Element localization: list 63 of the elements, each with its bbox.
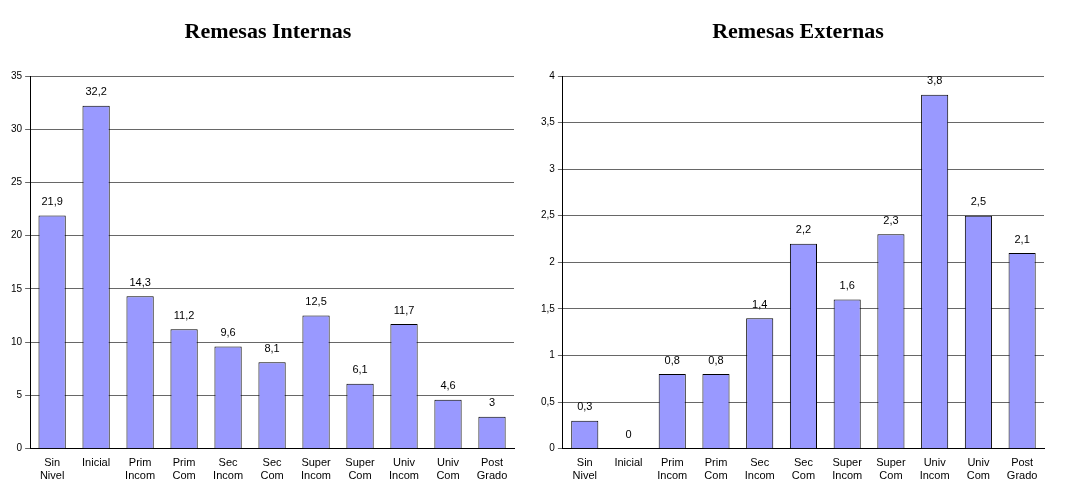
y-tick-label: 25: [11, 176, 23, 188]
y-tick-label: 1: [549, 349, 556, 361]
x-tick-label: Prim Com: [704, 456, 728, 482]
data-label: 0,8: [664, 353, 680, 366]
data-label: 0: [625, 428, 632, 441]
data-label: 6,1: [352, 363, 368, 376]
y-tick-label: 1,5: [541, 302, 556, 314]
y-tick-label: 35: [11, 69, 23, 81]
data-label: 2,1: [1014, 232, 1030, 245]
y-tick-label: 4: [549, 69, 556, 81]
x-tick-label: Sec Com: [791, 456, 816, 482]
x-tick-label: Prim Incom: [657, 456, 688, 482]
y-tick-label: 30: [11, 122, 23, 134]
data-label: 32,2: [85, 85, 107, 98]
data-label: 2,5: [970, 195, 987, 208]
x-tick-label: Inicial: [82, 456, 111, 469]
x-tick-label: Sin Nivel: [572, 456, 597, 482]
y-tick-label: 0,5: [541, 395, 556, 407]
x-tick-label: Univ Incom: [919, 456, 950, 482]
x-tick-label: Sec Com: [260, 456, 284, 482]
data-label: 1,4: [752, 297, 768, 310]
x-tick-label: Super Incom: [301, 456, 332, 482]
x-tick-label: Super Incom: [832, 456, 863, 482]
y-tick-label: 2,5: [541, 209, 556, 221]
y-tick-label: 3,5: [541, 116, 556, 128]
data-label: 0,8: [708, 353, 724, 366]
x-tick-label: Inicial: [614, 456, 643, 469]
x-tick-label: Prim Com: [172, 456, 196, 482]
x-tick-label: Univ Com: [966, 456, 991, 482]
y-tick-label: 10: [11, 335, 23, 347]
data-label: 14,3: [129, 275, 151, 288]
x-tick-label: Super Com: [345, 456, 376, 482]
y-tick-label: 5: [16, 389, 23, 401]
data-label: 2,3: [883, 213, 899, 226]
y-tick-label: 20: [11, 229, 23, 241]
data-label: 11,7: [393, 303, 415, 316]
x-tick-label: Prim Incom: [125, 456, 156, 482]
x-tick-label: Post Grado: [1006, 456, 1038, 482]
x-tick-label: Sec Incom: [213, 456, 244, 482]
x-tick-label: Univ Incom: [389, 456, 420, 482]
x-tick-label: Sin Nivel: [39, 456, 65, 482]
chart-title: Remesas Internas: [183, 17, 353, 45]
data-label: 11,2: [173, 308, 195, 321]
data-label: 3: [488, 396, 496, 409]
x-tick-label: Sec Incom: [744, 456, 775, 482]
data-label: 8,1: [264, 341, 280, 354]
chart-title: Remesas Externas: [711, 17, 885, 45]
data-label: 4,6: [440, 379, 456, 392]
y-tick-label: 0: [16, 442, 23, 454]
data-label: 1,6: [839, 279, 855, 292]
data-label: 12,5: [305, 295, 327, 308]
y-tick-label: 15: [11, 282, 23, 294]
data-label: 21,9: [41, 194, 63, 207]
data-label: 0,3: [577, 400, 593, 413]
x-tick-label: Post Grado: [476, 456, 508, 482]
x-tick-label: Univ Com: [436, 456, 460, 482]
y-tick-label: 2: [549, 256, 556, 268]
data-label: 3,8: [927, 74, 943, 87]
x-tick-label: Super Com: [876, 456, 906, 482]
data-label: 9,6: [220, 325, 236, 338]
data-label: 2,2: [795, 223, 812, 236]
y-tick-label: 0: [549, 442, 556, 454]
y-tick-label: 3: [549, 162, 556, 174]
